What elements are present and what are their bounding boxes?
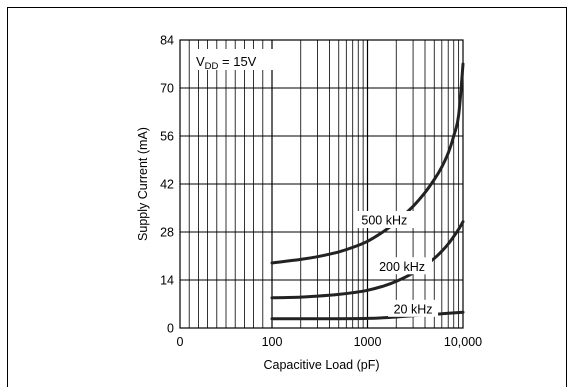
y-tick-label-3: 42 [160, 178, 174, 192]
figure-frame [7, 7, 567, 387]
series-label-bg-2 [388, 299, 439, 317]
x-axis-tick-labels: 0 100 1000 10,000 [177, 335, 483, 349]
vdd-annotation-suffix: = 15V [218, 54, 256, 69]
plot-border [179, 39, 464, 329]
y-axis-tick-labels: 0 14 28 42 56 70 84 [160, 34, 174, 336]
x-axis-label: Capacitive Load (pF) [263, 358, 379, 372]
svg-text:VDD = 15V: VDD = 15V [196, 54, 257, 72]
series-label-1: 200 kHz [379, 260, 425, 274]
vdd-annotation: VDD = 15V [192, 49, 278, 72]
x-tick-label-2: 1000 [354, 335, 382, 349]
y-axis-label: Supply Current (mA) [136, 127, 150, 241]
series-label-bg-0 [354, 211, 415, 228]
x-tick-label-3: 10,000 [444, 335, 482, 349]
y-tick-label-5: 70 [160, 82, 174, 96]
vdd-annotation-subscript: DD [205, 61, 219, 72]
series-label-0: 500 kHz [361, 214, 407, 228]
y-tick-label-1: 14 [160, 274, 174, 288]
y-tick-label-2: 28 [160, 226, 174, 240]
series-label-2: 20 kHz [394, 302, 433, 316]
series-label-bg-1 [372, 257, 433, 275]
series-line-1 [270, 220, 465, 300]
grid [180, 39, 463, 329]
y-tick-label-6: 84 [160, 34, 174, 48]
series-labels: 500 kHz 200 kHz 20 kHz [354, 211, 439, 317]
vdd-annotation-prefix: V [196, 54, 205, 69]
y-tick-label-0: 0 [167, 322, 174, 336]
x-tick-label-1: 100 [262, 335, 283, 349]
y-tick-label-4: 56 [160, 130, 174, 144]
x-tick-label-0: 0 [177, 335, 184, 349]
series-line-2 [270, 310, 465, 321]
